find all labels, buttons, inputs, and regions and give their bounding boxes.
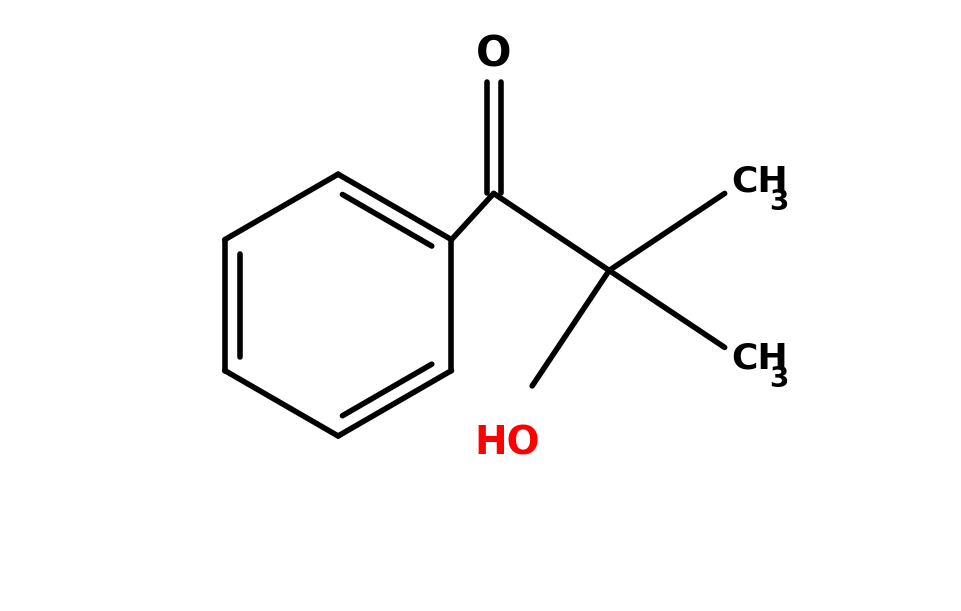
Text: HO: HO	[475, 425, 540, 463]
Text: CH: CH	[730, 165, 788, 199]
Text: 3: 3	[770, 365, 789, 393]
Text: O: O	[476, 34, 511, 76]
Text: 3: 3	[770, 188, 789, 216]
Text: CH: CH	[730, 342, 788, 376]
